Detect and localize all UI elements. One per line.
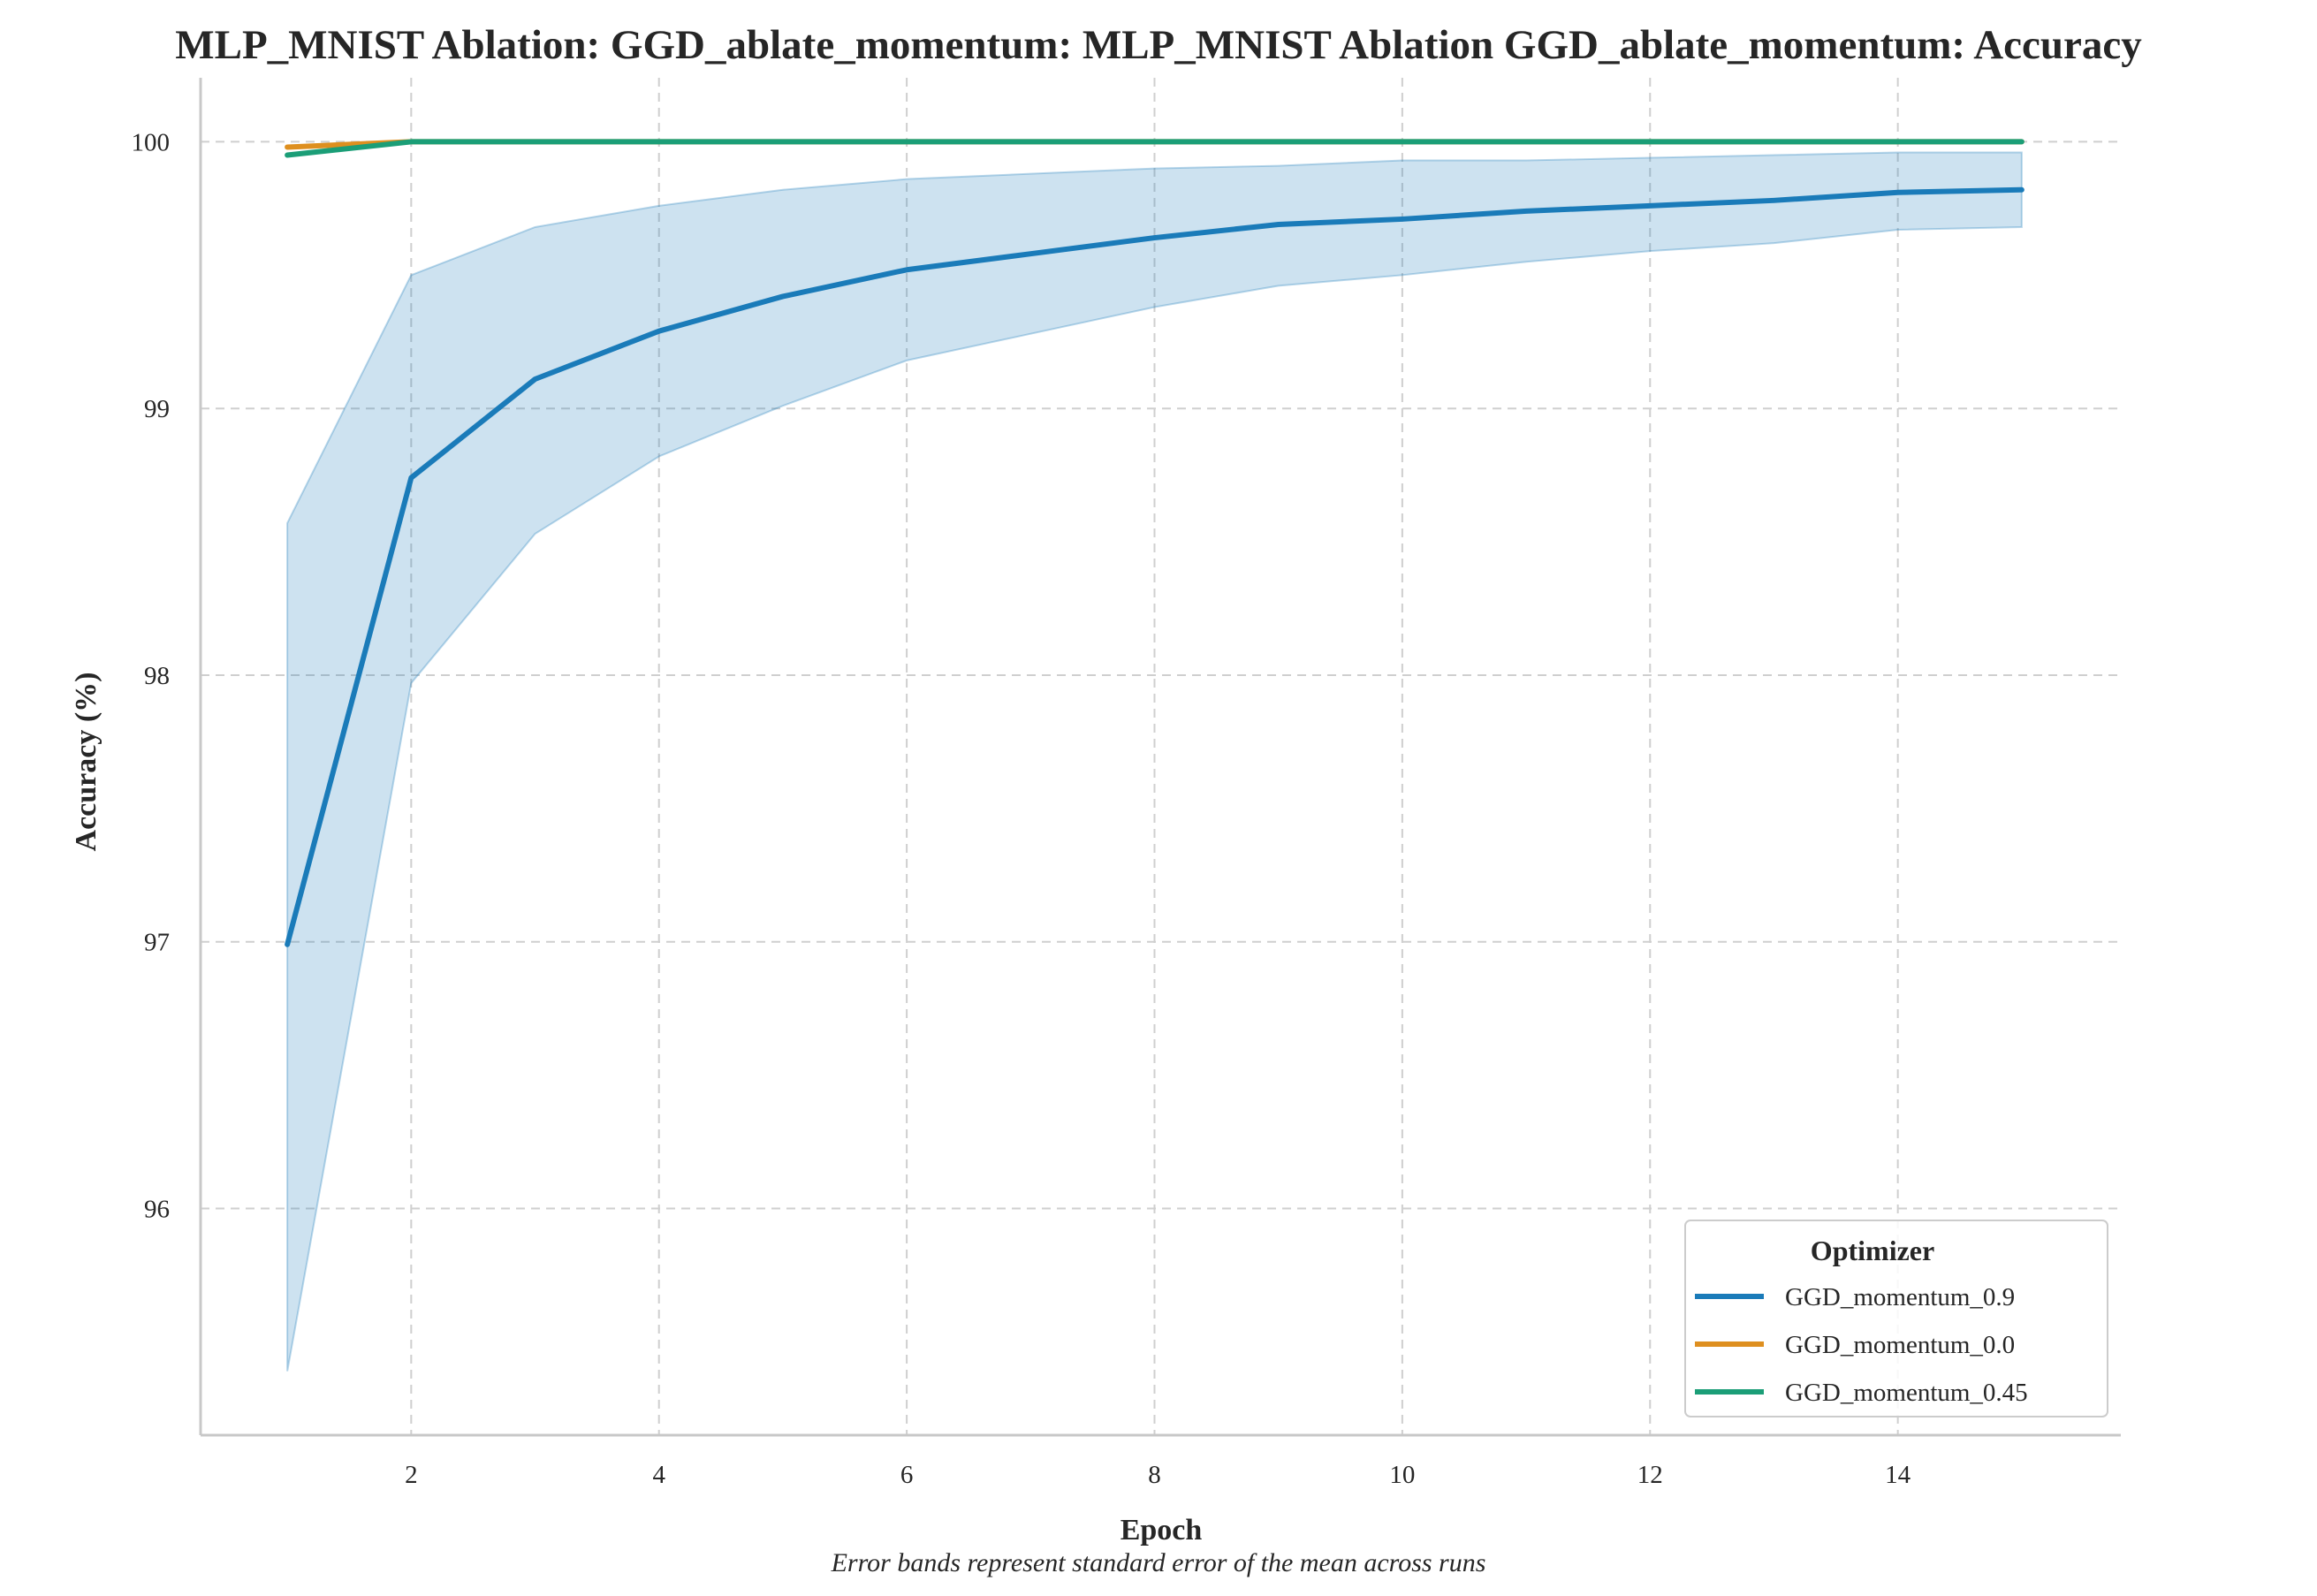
x-tick-label: 6 xyxy=(900,1461,914,1489)
x-axis-label: Epoch xyxy=(1121,1514,1203,1547)
chart-title: MLP_MNIST Ablation: GGD_ablate_momentum:… xyxy=(175,22,2142,68)
legend-label: GGD_momentum_0.0 xyxy=(1785,1331,2015,1359)
y-tick-label: 97 xyxy=(144,929,170,957)
legend: Optimizer GGD_momentum_0.9GGD_momentum_0… xyxy=(1684,1220,2108,1417)
legend-label: GGD_momentum_0.9 xyxy=(1785,1283,2015,1311)
x-tick-label: 4 xyxy=(652,1461,665,1489)
series-line-GGD_momentum_0.9 xyxy=(285,186,2025,947)
legend-entries: GGD_momentum_0.9 GGD_momentum_0.0 GGD_mome… xyxy=(1695,1283,2028,1407)
x-tick-label: 8 xyxy=(1148,1461,1161,1489)
y-tick-label: 98 xyxy=(144,662,170,690)
chart-caption: Error bands represent standard error of … xyxy=(831,1548,1486,1577)
error-bands xyxy=(286,151,2023,1372)
series-line-GGD_momentum_0.45 xyxy=(285,139,2025,158)
series-lines xyxy=(285,139,2025,947)
x-tick-label: 12 xyxy=(1637,1461,1663,1489)
legend-box xyxy=(1684,1220,2108,1417)
x-tick-label: 10 xyxy=(1389,1461,1415,1489)
legend-title: Optimizer xyxy=(1811,1235,1934,1266)
tick-labels: 2 4 6 8 10 12 14 96 97 98 99 100 xyxy=(132,128,1911,1489)
y-axis-label: Accuracy (%) xyxy=(70,673,103,852)
x-tick-label: 2 xyxy=(405,1461,418,1489)
y-tick-label: 99 xyxy=(144,395,170,423)
y-tick-label: 100 xyxy=(132,128,171,156)
y-tick-label: 96 xyxy=(144,1195,170,1223)
error-band-GGD_momentum_0.9 xyxy=(286,151,2023,1372)
x-tick-label: 14 xyxy=(1885,1461,1911,1489)
legend-label: GGD_momentum_0.45 xyxy=(1785,1379,2028,1407)
axes xyxy=(199,78,2121,1437)
